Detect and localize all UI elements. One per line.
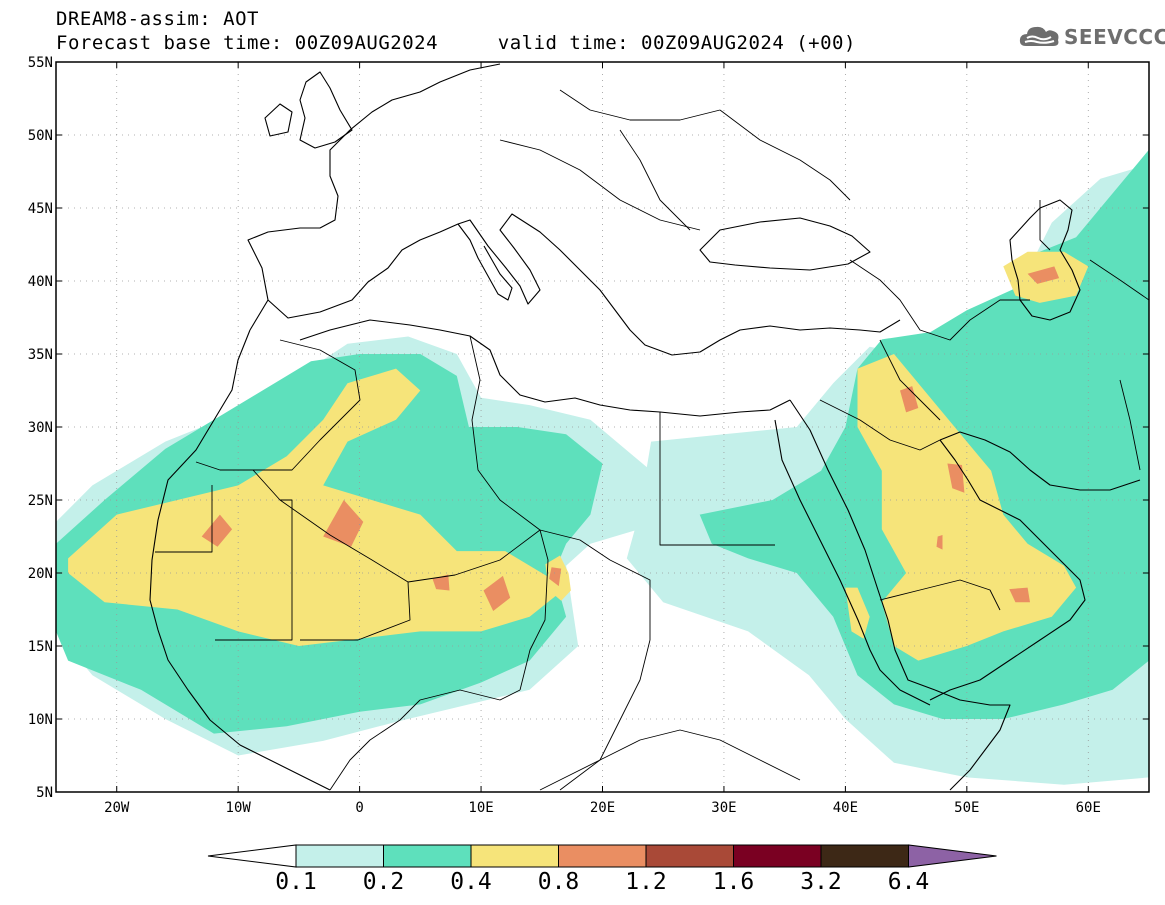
aot-region-caspian-orange (1027, 266, 1060, 284)
lat-label: 20N (28, 566, 53, 582)
lat-label: 50N (28, 128, 53, 144)
colorbar-label: 3.2 (800, 869, 842, 895)
lat-label: 40N (28, 274, 53, 290)
aot-region-mauritania-orange (201, 514, 233, 547)
coastlines-borders (149, 63, 1149, 791)
logo-text: SEEVCCC (1064, 25, 1165, 49)
aot-region-chad-orange (549, 567, 562, 587)
lon-label: 20E (590, 800, 615, 816)
lon-label: 10W (226, 800, 252, 816)
colorbar-box (820, 844, 909, 868)
lat-label: 30N (28, 420, 53, 436)
lat-label: 15N (28, 639, 53, 655)
colorbar-label: 0.4 (450, 869, 492, 895)
lon-label: 10E (468, 800, 493, 816)
colorbar-over-arrow (908, 844, 997, 868)
lat-label: 5N (36, 785, 53, 801)
base-time-label: Forecast base time: 00Z09AUG2024 (56, 32, 439, 54)
aot-region-riyadh-orange (936, 535, 943, 550)
colorbar (207, 844, 997, 868)
lon-label: 20W (104, 800, 130, 816)
aot-region-arabia-yellow (857, 354, 1077, 661)
valid-time-label: valid time: 00Z09AUG2024 (+00) (497, 32, 856, 54)
aot-region-mali-orange (323, 500, 364, 547)
colorbar-label: 0.2 (362, 869, 405, 895)
colorbar-box (558, 844, 647, 868)
map-title: DREAM8-assim: AOT (56, 8, 259, 30)
colorbar-box (733, 844, 822, 868)
colorbar-label: 1.2 (625, 869, 667, 895)
aot-region-oman-orange (1009, 587, 1030, 603)
lon-label: 0 (355, 800, 363, 816)
colorbar-box (470, 844, 559, 868)
colorbar-box (383, 844, 472, 868)
lat-label: 35N (28, 347, 53, 363)
colorbar-label: 0.1 (275, 869, 317, 895)
aot-field (56, 149, 1149, 785)
lon-label: 30E (711, 800, 736, 816)
aot-region-iraq-orange (900, 386, 919, 413)
aot-region-kuwait-orange (947, 463, 965, 493)
lon-label: 40E (833, 800, 858, 816)
lat-label: 45N (28, 201, 53, 217)
seevccc-logo: SEEVCCC (1018, 22, 1165, 52)
time-info: Forecast base time: 00Z09AUG2024 valid t… (56, 32, 856, 54)
lat-lon-grid (56, 62, 1149, 792)
colorbar-box (645, 844, 734, 868)
lon-label: 60E (1076, 800, 1101, 816)
cloud-icon (1019, 26, 1059, 46)
colorbar-label: 0.8 (537, 869, 580, 895)
colorbar-under-arrow (207, 844, 297, 868)
map-axes: 55N 50N 45N 40N 35N 30N 25N 20N 15N 10N 5N 20W 10W 0 1… (28, 55, 1149, 816)
colorbar-label: 6.4 (887, 869, 930, 895)
lat-label: 25N (28, 493, 53, 509)
aot-region-niger-orange-2 (483, 575, 511, 611)
lon-label: 50E (954, 800, 979, 816)
colorbar-label: 1.6 (712, 869, 755, 895)
lat-label: 10N (28, 712, 53, 728)
colorbar-box (295, 844, 384, 868)
aot-region-red-sea-yellow (845, 587, 870, 639)
lat-label: 55N (28, 55, 53, 71)
aot-region-niger-orange-1 (432, 574, 450, 591)
